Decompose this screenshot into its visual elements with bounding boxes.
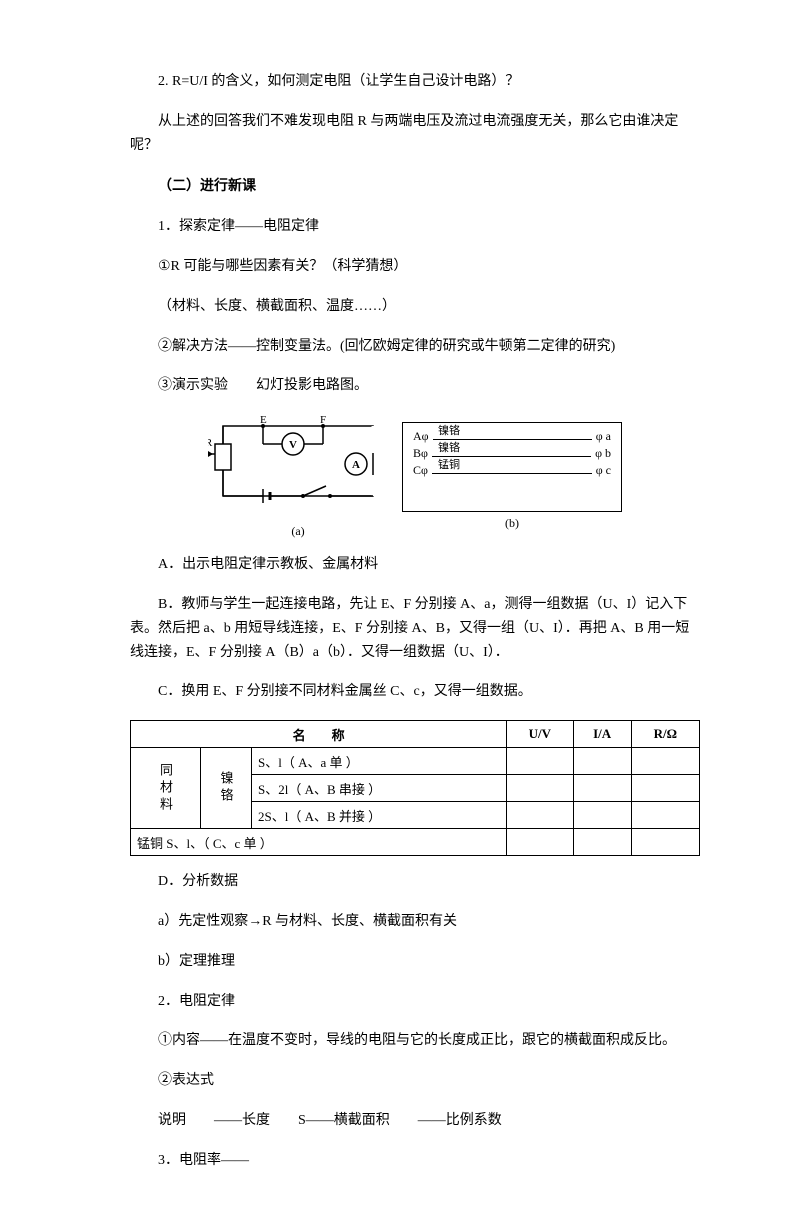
wire-mat-B: 镍铬 [438, 439, 460, 455]
s2-p5: ③演示实验 幻灯投影电路图。 [130, 374, 700, 398]
wire-left-B: Bφ [413, 446, 428, 461]
p2-1: ①内容——在温度不变时，导线的电阻与它的长度成正比，跟它的横截面积成反比。 [130, 1029, 700, 1053]
td-vlabel-material: 同材料 [131, 748, 201, 829]
section-2-heading: （二）进行新课 [130, 175, 700, 199]
s2-p1: 1．探索定律——电阻定律 [130, 215, 700, 239]
wire-mat-C: 锰铜 [438, 456, 460, 472]
intro-followup: 从上述的回答我们不难发现电阻 R 与两端电压及流过电流强度无关，那么它由谁决定呢… [130, 110, 700, 158]
wire-mat-A: 镍铬 [438, 422, 460, 438]
circuit-a-svg: E F V A R [208, 414, 388, 514]
td-empty [631, 775, 699, 802]
p2: 2．电阻定律 [130, 990, 700, 1014]
diagram-row: E F V A R [130, 414, 700, 539]
td-lastrow-name: 锰铜 S、l、（ C、c 单 ） [131, 829, 507, 856]
td-empty [507, 829, 573, 856]
th-ia: I/A [573, 721, 631, 748]
svg-text:A: A [352, 459, 360, 471]
td-empty [573, 775, 631, 802]
pb: b）定理推理 [130, 950, 700, 974]
td-empty [631, 748, 699, 775]
wire-line-C [432, 473, 592, 474]
wire-box-label: (b) [402, 516, 622, 531]
td-empty [573, 829, 631, 856]
td-empty [507, 748, 573, 775]
wire-right-C: φ c [596, 463, 611, 478]
circuit-a: E F V A R [208, 414, 388, 524]
s2-p4: ②解决方法——控制变量法。(回忆欧姆定律的研究或牛顿第二定律的研究) [130, 335, 700, 359]
wire-right-B: φ b [595, 446, 611, 461]
th-uv: U/V [507, 721, 573, 748]
wire-left-C: Cφ [413, 463, 428, 478]
pa: a）先定性观察→R 与材料、长度、横截面积有关 [130, 910, 700, 934]
p2-note: 说明 ——长度 S——横截面积 ——比例系数 [130, 1109, 700, 1133]
td-empty [573, 748, 631, 775]
s2-p2: ①R 可能与哪些因素有关？（科学猜想） [130, 255, 700, 279]
pD: D．分析数据 [130, 870, 700, 894]
td-vlabel-nige: 镍铬 [201, 748, 252, 829]
td-row3-name: 2S、l（ A、B 并接 ） [252, 802, 507, 829]
td-empty [631, 829, 699, 856]
pA: A．出示电阻定律示教板、金属材料 [130, 553, 700, 577]
wire-box-b: Aφ 镍铬 φ a Bφ 镍铬 φ b Cφ 锰铜 φ c [402, 422, 622, 512]
p3: 3．电阻率—— [130, 1149, 700, 1173]
table-header-row: 名 称 U/V I/A R/Ω [131, 721, 700, 748]
wire-right-A: φ a [596, 429, 611, 444]
table-row-last: 锰铜 S、l、（ C、c 单 ） [131, 829, 700, 856]
wire-box-container: Aφ 镍铬 φ a Bφ 镍铬 φ b Cφ 锰铜 φ c [402, 422, 622, 531]
intro-q2: 2. R=U/I 的含义，如何测定电阻（让学生自己设计电路）？ [130, 70, 700, 94]
pC: C．换用 E、F 分别接不同材料金属丝 C、c，又得一组数据。 [130, 680, 700, 704]
td-row2-name: S、2l（ A、B 串接 ） [252, 775, 507, 802]
svg-text:E: E [260, 414, 267, 426]
pB: B．教师与学生一起连接电路，先让 E、F 分别接 A、a，测得一组数据（U、I）… [130, 593, 700, 664]
td-empty [631, 802, 699, 829]
th-rohm: R/Ω [631, 721, 699, 748]
td-empty [573, 802, 631, 829]
td-row1-name: S、l（ A、a 单 ） [252, 748, 507, 775]
svg-text:R: R [208, 437, 213, 449]
td-empty [507, 802, 573, 829]
table-row: 同材料 镍铬 S、l（ A、a 单 ） [131, 748, 700, 775]
svg-text:F: F [320, 414, 326, 426]
document-page: 2. R=U/I 的含义，如何测定电阻（让学生自己设计电路）？ 从上述的回答我们… [0, 0, 800, 1229]
p2-2: ②表达式 [130, 1069, 700, 1093]
circuit-a-label: (a) [208, 524, 388, 539]
s2-p3: （材料、长度、横截面积、温度……） [130, 295, 700, 319]
svg-text:V: V [289, 439, 297, 451]
td-empty [507, 775, 573, 802]
circuit-a-container: E F V A R [208, 414, 388, 539]
th-name: 名 称 [131, 721, 507, 748]
wire-row-C: Cφ 锰铜 φ c [413, 463, 611, 478]
wire-left-A: Aφ [413, 429, 429, 444]
data-table: 名 称 U/V I/A R/Ω 同材料 镍铬 S、l（ A、a 单 ） S、2l… [130, 720, 700, 856]
